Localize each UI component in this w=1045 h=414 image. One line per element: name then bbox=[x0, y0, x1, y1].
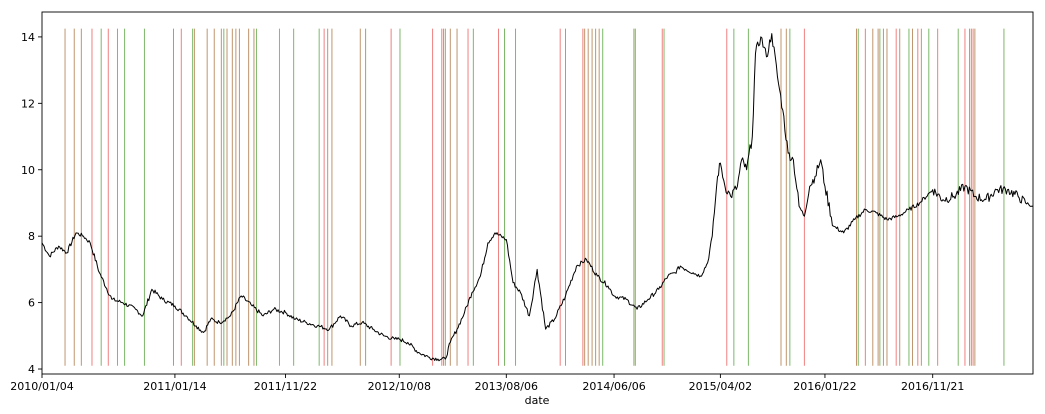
y-tick-label: 14 bbox=[21, 31, 35, 44]
x-tick-label: 2010/01/04 bbox=[10, 380, 73, 393]
x-tick-label: 2012/10/08 bbox=[368, 380, 431, 393]
y-tick-label: 12 bbox=[21, 97, 35, 110]
x-tick-label: 2016/01/22 bbox=[793, 380, 856, 393]
y-tick-label: 10 bbox=[21, 164, 35, 177]
series-layer bbox=[41, 33, 1034, 362]
series-line bbox=[41, 33, 1034, 362]
vertical-marker-layer bbox=[64, 28, 1005, 366]
plot-frame bbox=[41, 11, 1034, 375]
x-tick-label: 2011/01/14 bbox=[143, 380, 206, 393]
y-tick-label: 6 bbox=[28, 297, 35, 310]
x-axis: 2010/01/04 2011/01/14 2011/11/22 2012/10/08… bbox=[10, 374, 964, 393]
x-tick-label: 2015/04/02 bbox=[689, 380, 752, 393]
x-axis-label: date bbox=[525, 394, 550, 407]
y-tick-label: 8 bbox=[28, 230, 35, 243]
y-axis: 4 6 8 10 12 14 bbox=[21, 31, 42, 376]
y-tick-label: 4 bbox=[28, 363, 35, 376]
x-tick-label: 2014/06/06 bbox=[582, 380, 645, 393]
x-tick-label: 2013/08/06 bbox=[475, 380, 538, 393]
x-tick-label: 2011/11/22 bbox=[254, 380, 317, 393]
x-tick-label: 2016/11/21 bbox=[901, 380, 964, 393]
